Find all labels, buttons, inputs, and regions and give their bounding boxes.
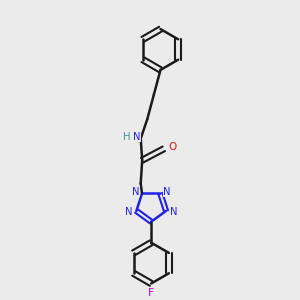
Text: O: O [168, 142, 176, 152]
Text: N: N [163, 187, 171, 197]
Text: N: N [170, 206, 177, 217]
Text: N: N [125, 206, 133, 217]
Text: F: F [148, 288, 154, 298]
Text: H: H [123, 131, 130, 142]
Text: N: N [132, 187, 139, 197]
Text: N: N [134, 131, 141, 142]
